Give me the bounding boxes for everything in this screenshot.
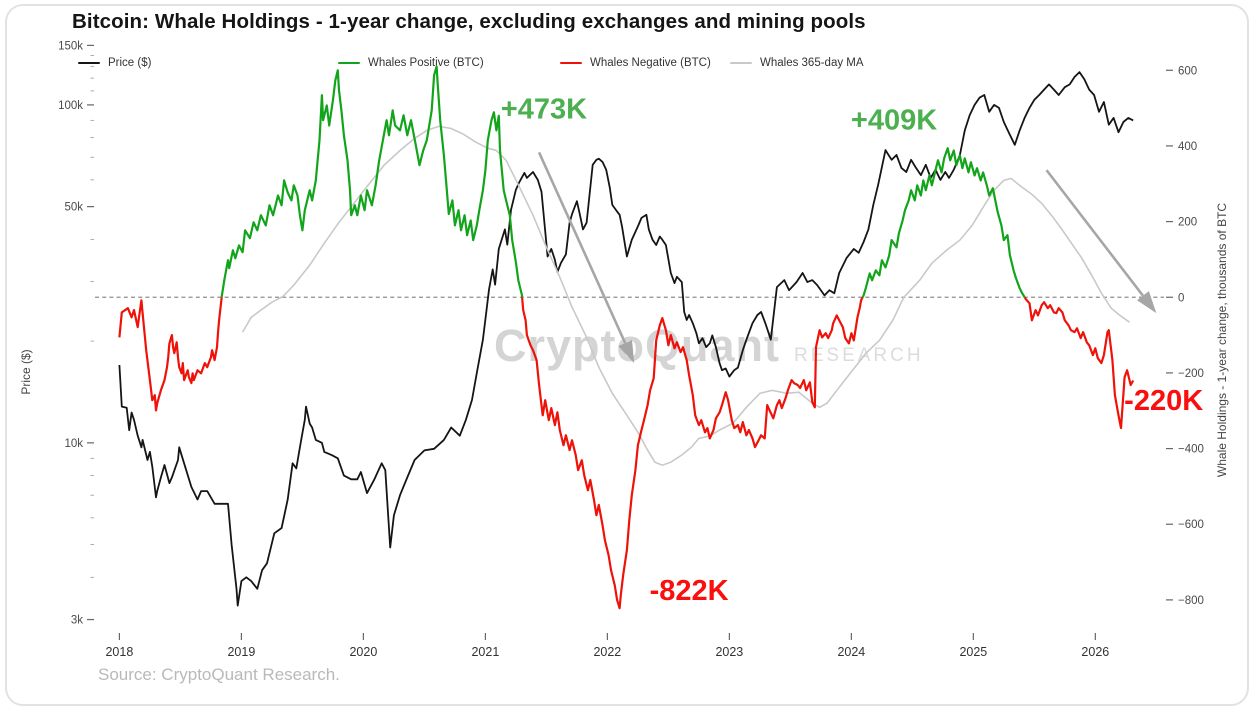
whales-positive-line bbox=[861, 147, 1026, 298]
annotation-473K: +473K bbox=[501, 93, 587, 125]
whales-negative-swatch-icon bbox=[560, 61, 582, 65]
svg-text:2025: 2025 bbox=[959, 645, 987, 659]
right-axis-title: Whale Holdings - 1-year change, thousand… bbox=[1215, 203, 1229, 477]
svg-text:50k: 50k bbox=[64, 202, 83, 214]
source-caption: Source: CryptoQuant Research. bbox=[98, 665, 340, 684]
whales-positive-swatch-icon bbox=[338, 61, 360, 65]
page-title: Bitcoin: Whale Holdings - 1-year change,… bbox=[72, 10, 866, 33]
price-line-swatch-icon bbox=[78, 61, 100, 65]
svg-text:−800: −800 bbox=[1178, 595, 1204, 607]
legend-label-price: Price ($) bbox=[108, 57, 152, 69]
whales-positive-line bbox=[220, 65, 524, 298]
legend-label-whales-positive: Whales Positive (BTC) bbox=[368, 57, 484, 69]
annotation-822K: -822K bbox=[650, 575, 729, 607]
svg-text:150k: 150k bbox=[58, 40, 83, 52]
price-line bbox=[118, 71, 1134, 607]
legend-label-whales-negative: Whales Negative (BTC) bbox=[590, 57, 711, 69]
axes: 150k 100k 50k 10k 3k 600 400 200 0 −200 −400 −600 −8… bbox=[19, 40, 1229, 659]
svg-text:2021: 2021 bbox=[471, 645, 499, 659]
trend-arrow-2-icon bbox=[1045, 169, 1157, 314]
legend-item-price: Price ($) bbox=[78, 57, 151, 69]
annotation-409K: +409K bbox=[851, 104, 937, 136]
whales-negative-line bbox=[521, 296, 864, 610]
svg-text:−400: −400 bbox=[1178, 444, 1204, 456]
svg-text:3k: 3k bbox=[71, 615, 83, 627]
svg-text:600: 600 bbox=[1178, 65, 1197, 77]
svg-text:−200: −200 bbox=[1178, 368, 1204, 380]
svg-text:2024: 2024 bbox=[837, 645, 865, 659]
trend-arrow-1-icon bbox=[537, 151, 635, 364]
svg-text:2020: 2020 bbox=[349, 645, 377, 659]
svg-text:400: 400 bbox=[1178, 141, 1197, 153]
svg-text:0: 0 bbox=[1178, 292, 1184, 304]
svg-text:2026: 2026 bbox=[1081, 645, 1109, 659]
svg-text:100k: 100k bbox=[58, 100, 83, 112]
left-axis-title: Price ($) bbox=[19, 349, 33, 394]
svg-text:2022: 2022 bbox=[593, 645, 621, 659]
legend-item-whales-ma: Whales 365-day MA bbox=[730, 57, 864, 69]
legend-item-whales-positive: Whales Positive (BTC) bbox=[338, 57, 484, 69]
svg-text:10k: 10k bbox=[64, 438, 83, 450]
whales-ma-line bbox=[241, 125, 1130, 467]
annotation-220K: -220K bbox=[1124, 385, 1203, 417]
svg-text:2023: 2023 bbox=[715, 645, 743, 659]
svg-text:200: 200 bbox=[1178, 217, 1197, 229]
svg-text:−600: −600 bbox=[1178, 519, 1204, 531]
whales-ma-swatch-icon bbox=[730, 61, 752, 65]
legend-item-whales-negative: Whales Negative (BTC) bbox=[560, 57, 711, 69]
svg-text:2018: 2018 bbox=[105, 645, 133, 659]
svg-text:2019: 2019 bbox=[227, 645, 255, 659]
whales-negative-line bbox=[1023, 296, 1135, 430]
legend-label-whales-ma: Whales 365-day MA bbox=[760, 57, 864, 69]
whales-negative-line bbox=[118, 297, 223, 412]
